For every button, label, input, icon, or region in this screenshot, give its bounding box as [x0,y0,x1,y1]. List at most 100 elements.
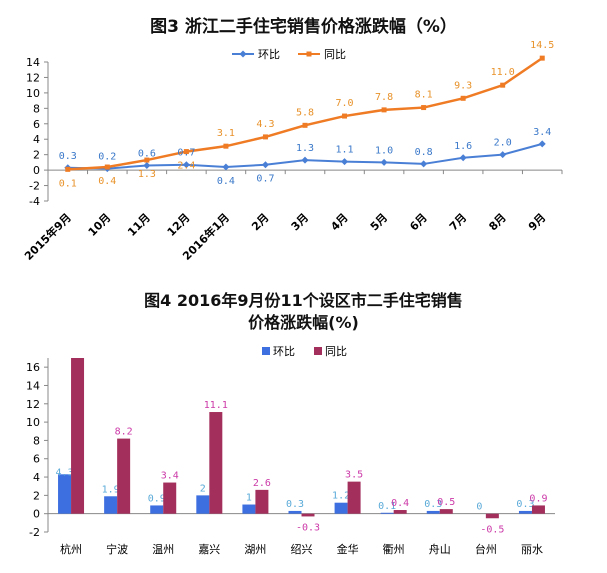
y-tick-label: 4 [33,133,40,146]
x-tick-label: 舟山 [429,542,451,556]
legend-label: 同比 [324,48,346,61]
data-point [380,158,388,166]
bar-huanbi [242,504,256,514]
x-tick-label: 丽水 [521,543,543,556]
legend-label: 环比 [273,345,295,358]
data-label: 3.4 [161,471,179,482]
data-label: 0.7 [177,148,195,159]
data-label: 0.3 [516,499,534,510]
data-label: 3.4 [533,127,551,138]
data-label: 1.3 [296,143,314,154]
bar-tongbi [163,482,177,514]
y-tick-label: 6 [33,453,40,466]
y-tick-label: 14 [26,379,40,392]
data-label: 1.0 [375,145,393,156]
bar-tongbi [347,481,361,514]
data-point [301,156,309,164]
data-label: 3.5 [345,470,363,481]
bar-tongbi [439,509,453,514]
data-label: 14.5 [530,40,554,51]
data-label: 1.3 [138,169,156,180]
data-label: 0.1 [378,501,396,512]
data-point [420,160,428,168]
data-point [261,161,269,169]
data-point [143,161,151,169]
bar-huanbi [150,505,164,514]
y-tick-label: 2 [33,489,40,502]
y-tick-label: 6 [33,118,40,131]
data-label: 2.4 [177,161,195,172]
data-label: 3.1 [217,128,235,139]
data-label: 1 [246,493,252,504]
data-label: 8.1 [415,90,433,101]
y-tick-label: 4 [33,471,40,484]
data-point [183,149,189,155]
data-label: 0.4 [391,498,409,509]
data-label: 0.3 [59,151,77,162]
y-tick-label: 10 [26,416,40,429]
data-label: 7.0 [336,98,354,109]
data-label: 1.9 [102,484,120,495]
y-tick-label: -4 [29,195,40,208]
data-label: 1.1 [336,145,354,156]
y-tick-label: 8 [33,434,40,447]
data-label: 0.4 [217,176,235,187]
data-point [499,151,507,159]
legend-marker [239,50,247,58]
y-tick-label: 12 [26,71,40,84]
data-point [223,143,229,149]
y-tick-label: 0 [33,164,40,177]
bar-tongbi [117,438,131,514]
bar-tongbi [255,489,269,514]
chart2-title-line1: 图4 2016年9月份11个设区市二手住宅销售 [144,291,463,310]
x-tick-label: 台州 [475,542,497,556]
x-tick-label: 嘉兴 [198,542,220,556]
data-point [421,105,427,111]
data-label: 0.9 [529,493,547,504]
bar-tongbi [531,505,545,514]
data-label: 1.6 [454,141,472,152]
data-label: 9.3 [454,80,472,91]
chart1-title: 图3 浙江二手住宅销售价格涨跌幅（%） [150,17,457,37]
data-label: 2.6 [253,478,271,489]
data-point [182,161,190,169]
y-tick-label: 10 [26,87,40,100]
data-label: 5.8 [296,107,314,118]
y-tick-label: -2 [29,526,40,539]
data-label: 11.1 [204,400,228,411]
bar-huanbi [196,495,210,514]
y-tick-label: 8 [33,102,40,115]
x-tick-label: 湖州 [244,543,266,556]
bar-tongbi [485,513,499,519]
data-label: 0.3 [286,499,304,510]
data-label: 2 [200,483,206,494]
data-point [342,113,348,119]
bar-huanbi [426,510,440,514]
y-tick-label: 12 [26,398,40,411]
data-point [538,140,546,148]
data-point [381,107,387,113]
chart2-title-line2: 价格涨跌幅(%) [248,313,359,332]
bar-tongbi [301,513,315,517]
data-label: 0.8 [415,147,433,158]
data-label: 0.4 [98,176,116,187]
bar-tongbi [71,358,85,514]
data-label: 0.6 [138,148,156,159]
x-tick-label: 宁波 [106,542,128,556]
data-label: 0.9 [148,493,166,504]
data-label: 2.0 [494,138,512,149]
data-label: 1.2 [332,491,350,502]
x-tick-label: 杭州 [60,542,82,556]
data-point [262,134,268,140]
bar-tongbi [393,510,407,514]
data-point [222,163,230,171]
bar-tongbi [209,412,223,514]
data-point [104,164,110,170]
bar-huanbi [58,474,72,514]
data-point [65,166,71,172]
y-tick-label: -2 [29,180,40,193]
bar-huanbi [518,510,532,514]
legend-label: 环比 [258,48,280,61]
